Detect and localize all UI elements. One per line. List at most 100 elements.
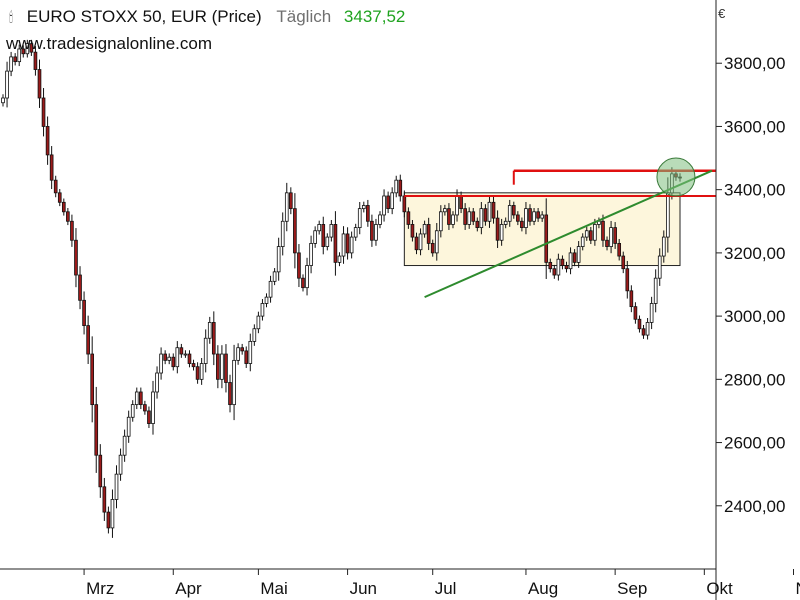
candle [70, 214, 74, 247]
candle [386, 191, 390, 214]
candle [337, 252, 342, 267]
candle-body [532, 211, 536, 222]
candle-body [256, 315, 261, 330]
candle-body [61, 201, 66, 213]
y-tick-label: 3400,00 [724, 181, 785, 200]
candle [45, 116, 50, 165]
candle [536, 208, 540, 222]
x-tick-label: Sep [617, 579, 647, 598]
candle-body [540, 214, 544, 219]
candle-body [114, 473, 119, 500]
candle-body [305, 265, 309, 289]
candle-body [613, 227, 617, 244]
candle [134, 387, 139, 410]
candle [293, 193, 297, 269]
candle-body [341, 233, 346, 257]
candle [37, 59, 42, 108]
candle [17, 44, 22, 67]
candle-body [82, 299, 86, 326]
candle [447, 203, 451, 230]
candle-body [317, 224, 322, 232]
candle-body [653, 277, 658, 304]
candle-body [17, 48, 22, 63]
y-tick-label: 2800,00 [724, 370, 785, 389]
candle [495, 210, 500, 248]
last-price: 3437,52 [343, 7, 406, 26]
candle [516, 211, 520, 226]
candle [374, 218, 378, 246]
candle [61, 198, 66, 216]
candle-body [159, 353, 163, 374]
candle-body [151, 391, 155, 424]
candle [649, 296, 654, 330]
candle-body [147, 410, 151, 424]
candle-body [252, 328, 257, 342]
candle-body [657, 255, 662, 279]
candle [410, 220, 415, 242]
candle-body [53, 179, 58, 194]
candle-body [406, 211, 411, 225]
candle [463, 203, 467, 230]
candle [195, 362, 200, 384]
candle-body [70, 220, 74, 241]
candle [333, 211, 338, 276]
candle [434, 223, 439, 261]
y-tick-label: 3200,00 [724, 244, 785, 263]
candle [593, 218, 597, 246]
candle-body [86, 325, 90, 355]
candle [487, 195, 492, 228]
candle [163, 350, 167, 365]
candle [203, 329, 208, 373]
candlestick-icon: 🕯 [9, 10, 13, 26]
candle [118, 448, 123, 481]
candle-body [224, 353, 228, 383]
candle [114, 465, 119, 509]
candle-body [98, 454, 103, 488]
candle-body [122, 435, 127, 456]
candle [284, 182, 289, 232]
candle-body [593, 224, 597, 241]
candle-body [1, 97, 5, 104]
x-tick-label: Aug [528, 579, 558, 598]
x-tick-label: Nov [796, 579, 800, 598]
candle-body [528, 208, 532, 222]
candle [74, 228, 78, 288]
candle [252, 324, 257, 346]
candle-body [552, 268, 557, 276]
candle [588, 226, 593, 245]
candle-body [183, 353, 188, 356]
candle [503, 217, 508, 229]
candle [171, 353, 176, 371]
candle-body [49, 154, 54, 181]
candle [143, 400, 147, 415]
candle-body [556, 258, 561, 276]
candle-body [560, 258, 565, 266]
candle [584, 226, 589, 241]
candle [633, 302, 638, 324]
candle [236, 343, 240, 365]
candle-body [199, 363, 204, 380]
candle-body [479, 208, 484, 228]
x-tick-label: Mrz [86, 579, 114, 598]
candle-body [321, 224, 326, 247]
candle-body [74, 239, 78, 276]
candle [467, 207, 472, 229]
candle-body [410, 224, 415, 238]
candle [155, 366, 159, 399]
candle-body [548, 261, 553, 270]
candle [479, 201, 484, 235]
candle-body [609, 227, 613, 247]
candle-body [580, 236, 585, 247]
candle-body [516, 214, 520, 222]
candle [82, 291, 86, 335]
candle [289, 187, 293, 215]
candle-series [1, 39, 682, 538]
candle [520, 217, 524, 232]
candle [605, 236, 609, 251]
chart-annotations-front [404, 157, 716, 299]
highlight-circle-marker [656, 157, 696, 197]
candle-body [90, 353, 95, 406]
candle-body [203, 337, 208, 364]
y-tick-label: 3000,00 [724, 307, 785, 326]
